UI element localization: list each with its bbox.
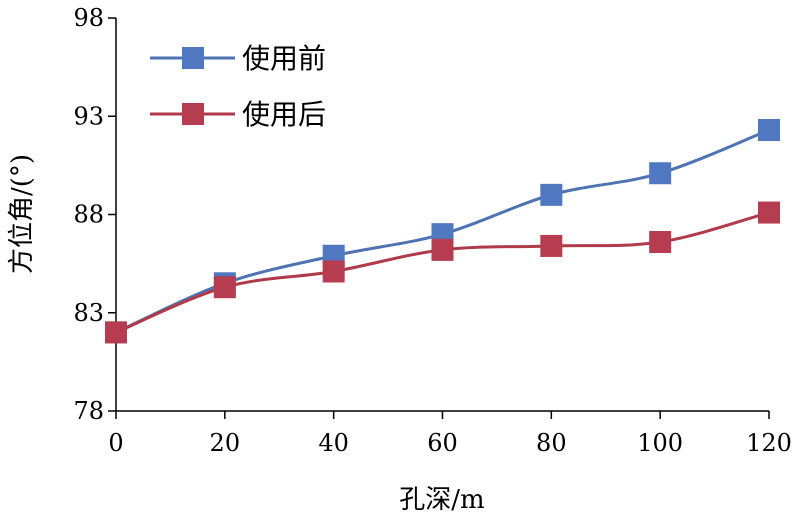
data-point-marker-1 xyxy=(431,238,454,261)
x-tick-label: 120 xyxy=(746,429,792,457)
x-tick-label: 20 xyxy=(210,429,241,457)
x-axis-title: 孔深/m xyxy=(399,485,484,515)
series-layer xyxy=(105,119,780,344)
data-point-marker-0 xyxy=(649,162,672,185)
legend-label-after: 使用后 xyxy=(242,98,326,131)
x-tick-label: 60 xyxy=(427,429,458,457)
x-tick-label: 0 xyxy=(108,429,123,457)
legend-label-before: 使用前 xyxy=(242,42,326,75)
y-tick-label: 78 xyxy=(73,397,104,425)
x-tick-label: 80 xyxy=(536,429,567,457)
x-ticks: 0 20 40 60 80 100 120 xyxy=(108,411,792,457)
legend: 使用前 使用后 xyxy=(150,42,326,131)
y-tick-label: 98 xyxy=(73,4,104,32)
legend-item-after: 使用后 xyxy=(150,98,326,131)
data-point-marker-1 xyxy=(213,276,236,299)
data-point-marker-1 xyxy=(105,321,127,344)
axes xyxy=(115,18,769,412)
legend-item-before: 使用前 xyxy=(150,42,326,75)
x-tick-label: 40 xyxy=(318,429,349,457)
legend-marker-after xyxy=(182,103,204,125)
y-tick-label: 88 xyxy=(73,201,104,229)
data-point-marker-0 xyxy=(758,119,780,142)
y-tick-label: 83 xyxy=(73,299,104,327)
data-point-marker-1 xyxy=(540,234,563,257)
data-point-marker-1 xyxy=(649,231,672,254)
data-point-marker-0 xyxy=(540,183,563,206)
data-point-marker-1 xyxy=(758,201,780,224)
legend-marker-before xyxy=(182,47,204,69)
y-ticks: 78 83 88 93 98 xyxy=(73,4,116,425)
y-tick-label: 93 xyxy=(73,102,104,130)
data-point-marker-1 xyxy=(322,260,345,283)
y-axis-title: 方位角/(°) xyxy=(7,154,37,274)
x-tick-label: 100 xyxy=(637,429,683,457)
